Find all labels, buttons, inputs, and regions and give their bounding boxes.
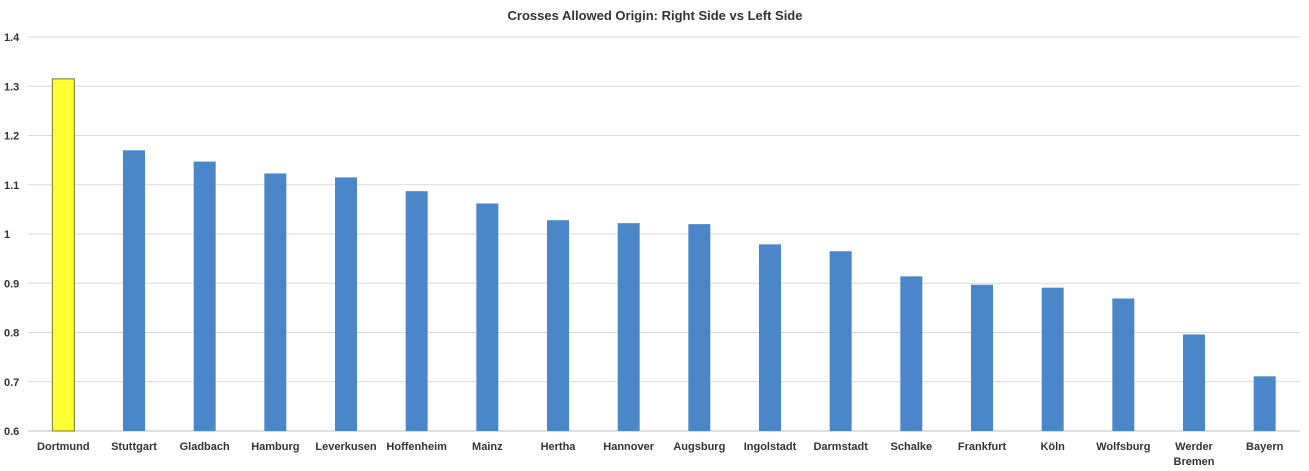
x-category-label: Hertha <box>541 441 577 453</box>
bar-darmstadt <box>829 251 852 431</box>
bars <box>51 78 1276 432</box>
x-category-label: Werder Bremen <box>1174 441 1215 468</box>
bar-wolfsburg <box>1112 298 1135 431</box>
bar-bayern <box>1253 376 1276 431</box>
bar-frankfurt <box>971 284 993 431</box>
y-tick-label: 1 <box>4 229 10 241</box>
y-tick-label: 0.7 <box>4 377 19 389</box>
x-category-label: Ingolstadt <box>744 441 797 453</box>
x-category-label: Hoffenheim <box>386 441 447 453</box>
x-category-label: Bayern <box>1246 441 1284 453</box>
x-category-label: Mainz <box>472 441 503 453</box>
chart-title: Crosses Allowed Origin: Right Side vs Le… <box>508 8 803 23</box>
x-category-label: Stuttgart <box>111 441 157 453</box>
x-category-label: Leverkusen <box>315 441 376 453</box>
x-category-label: Köln <box>1040 441 1065 453</box>
bar-hertha <box>547 220 569 431</box>
y-tick-label: 1.2 <box>4 131 19 143</box>
bar-hamburg <box>264 173 287 432</box>
x-category-label: Hannover <box>603 441 654 453</box>
bar-k-ln <box>1041 287 1064 431</box>
gridlines <box>28 36 1300 432</box>
y-tick-label: 0.8 <box>4 328 19 340</box>
x-category-label: Schalke <box>891 441 933 453</box>
x-category-label: Gladbach <box>180 441 230 453</box>
y-tick-label: 1.1 <box>4 180 19 192</box>
bar-schalke <box>900 276 923 431</box>
bar-augsburg <box>688 224 711 431</box>
bar-gladbach <box>193 161 216 432</box>
y-tick-label: 0.6 <box>4 426 19 438</box>
x-category-label: Frankfurt <box>958 441 1007 453</box>
bar-stuttgart <box>123 150 145 431</box>
x-category-label: Dortmund <box>37 441 90 453</box>
x-axis-labels: Dortmund Stuttgart Gladbach Hamburg Leverkus… <box>37 441 1284 468</box>
x-category-label: Hamburg <box>251 441 299 453</box>
x-category-label: Wolfsburg <box>1096 441 1150 453</box>
bar-leverkusen <box>335 177 357 431</box>
bar-hoffenheim <box>405 191 428 431</box>
y-tick-label: 1.4 <box>4 32 20 44</box>
x-category-label: Darmstadt <box>813 441 868 453</box>
bar-dortmund <box>51 78 75 432</box>
y-tick-label: 0.9 <box>4 278 19 290</box>
bar-mainz <box>476 203 499 431</box>
y-axis-ticks: 0.6 0.7 0.8 0.9 1 1.1 1.2 1.3 1.4 <box>4 32 20 438</box>
x-category-label: Augsburg <box>673 441 725 453</box>
bar-werder-bremen <box>1183 334 1205 431</box>
bar-ingolstadt <box>759 244 781 431</box>
y-tick-label: 1.3 <box>4 81 19 93</box>
bar-hannover <box>617 223 640 431</box>
